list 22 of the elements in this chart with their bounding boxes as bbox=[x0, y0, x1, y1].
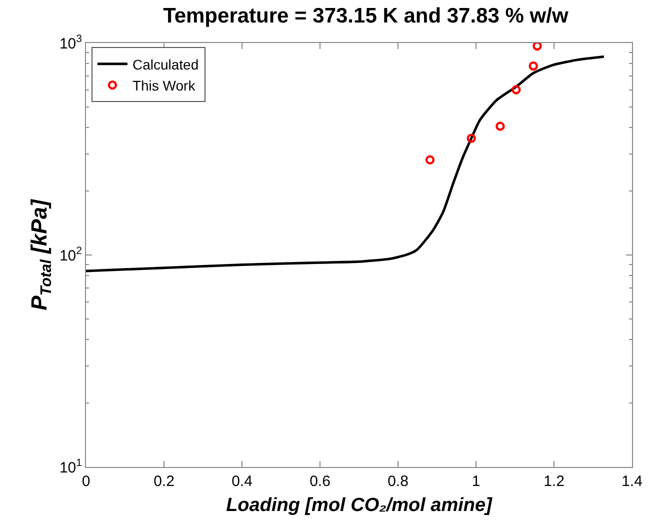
point bbox=[496, 122, 505, 131]
point bbox=[512, 85, 521, 94]
y-tick-label: 10$^{3}$ bbox=[59, 32, 82, 52]
line-series bbox=[86, 55, 606, 272]
chart-title: Temperature = 373.15 K and 37.83 % w/w bbox=[163, 4, 569, 28]
x-tick-label: 1.4 bbox=[622, 473, 642, 490]
y-tick-label: 10$^{1}$ bbox=[59, 456, 82, 476]
x-tick-label: 0.4 bbox=[232, 473, 252, 490]
point bbox=[425, 155, 435, 164]
legend-label: This Work bbox=[132, 78, 196, 94]
y-tick-label: 10$^{2}$ bbox=[59, 244, 82, 264]
legend-label: Calculated bbox=[132, 56, 199, 72]
x-tick-label: 0 bbox=[82, 473, 90, 490]
x-tick-label: 0.6 bbox=[310, 473, 330, 490]
x-axis-title: Loading [mol CO₂/mol amine] bbox=[226, 494, 493, 516]
point bbox=[466, 134, 476, 143]
x-tick-label: 0.2 bbox=[154, 473, 174, 490]
x-tick-label: 1.2 bbox=[544, 473, 564, 490]
x-tick-label: 1 bbox=[472, 473, 480, 490]
point bbox=[532, 43, 542, 51]
x-tick-label: 0.8 bbox=[388, 473, 408, 490]
point bbox=[528, 61, 538, 71]
